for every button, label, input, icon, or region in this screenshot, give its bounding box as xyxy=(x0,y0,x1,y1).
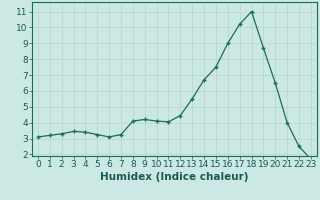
X-axis label: Humidex (Indice chaleur): Humidex (Indice chaleur) xyxy=(100,172,249,182)
